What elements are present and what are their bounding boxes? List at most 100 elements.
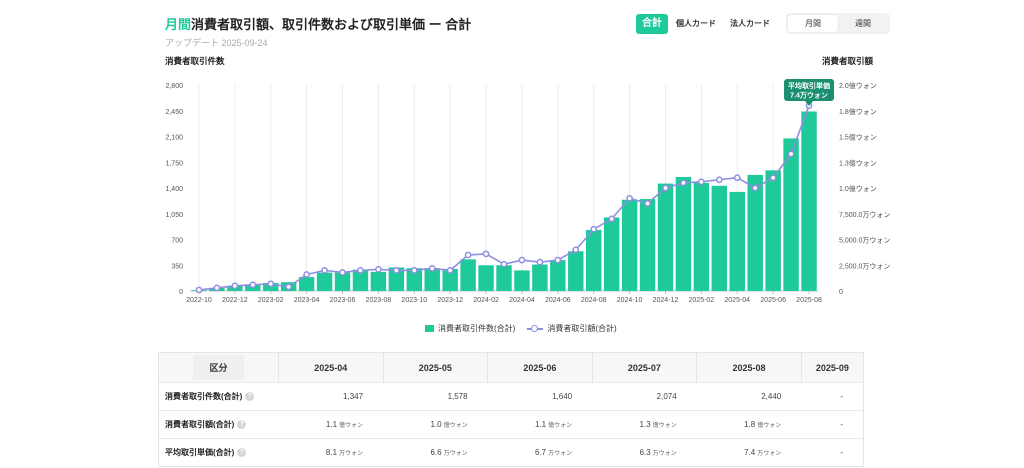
table-corner: 区分 bbox=[158, 352, 279, 383]
bar bbox=[532, 264, 548, 291]
line-point bbox=[751, 184, 759, 192]
title-period: 月間 bbox=[165, 17, 192, 32]
line-point bbox=[303, 271, 310, 278]
line-point bbox=[213, 284, 221, 292]
table-column-header: 2025-07 bbox=[592, 352, 698, 383]
cell-unit: 億ウォン bbox=[548, 423, 573, 429]
x-tick-label: 2025-08 bbox=[796, 297, 822, 304]
cell-unit: 万ウォン bbox=[339, 451, 364, 457]
cell-value: 6.3 bbox=[639, 448, 651, 457]
line-point bbox=[375, 266, 382, 273]
line-point bbox=[500, 260, 508, 268]
bar bbox=[747, 174, 763, 291]
bar bbox=[639, 199, 656, 291]
bar bbox=[442, 268, 458, 291]
cell-unit: 万ウォン bbox=[443, 451, 468, 457]
legend-bar-label[interactable]: 消費者取引件数(合計) bbox=[438, 324, 516, 333]
line-point bbox=[590, 225, 598, 233]
left-tick-label: 1,050 bbox=[165, 212, 183, 219]
x-tick-label: 2024-08 bbox=[581, 297, 607, 304]
row-label-text: 消費者取引件数(合計) bbox=[165, 392, 243, 401]
left-tick-label: 0 bbox=[179, 289, 183, 296]
table-cell: 1.1 億ウォン bbox=[487, 410, 593, 439]
cell-value: 2,440 bbox=[761, 392, 782, 401]
x-tick-label: 2023-06 bbox=[330, 297, 356, 304]
x-tick-label: 2024-04 bbox=[509, 297, 535, 304]
period-monthly-tab[interactable]: 月間 bbox=[788, 15, 838, 32]
x-tick-label: 2024-12 bbox=[653, 297, 679, 304]
left-axis-title: 消費者取引件数 bbox=[165, 56, 225, 66]
right-tick-label: 1.8億ウォン bbox=[839, 107, 877, 116]
x-tick-label: 2023-12 bbox=[437, 297, 463, 304]
cell-value: 6.6 bbox=[430, 448, 442, 457]
line-point bbox=[464, 251, 472, 259]
line-point bbox=[662, 184, 669, 192]
right-tick-label: 1.5億ウォン bbox=[839, 133, 877, 142]
x-tick-label: 2024-06 bbox=[545, 297, 571, 304]
bar bbox=[370, 271, 387, 291]
line-point bbox=[769, 174, 777, 182]
table-cell: 1.3 億ウォン bbox=[592, 410, 697, 439]
period-toggle: 月間 週間 bbox=[786, 13, 890, 34]
bar bbox=[783, 138, 799, 291]
table-cell: 6.3 万ウォン bbox=[592, 438, 697, 467]
x-tick-label: 2024-10 bbox=[617, 297, 643, 304]
left-tick-label: 350 bbox=[171, 263, 183, 270]
cell-value: - bbox=[840, 448, 843, 457]
table-cell: 7.4 万ウォン bbox=[696, 438, 802, 467]
bar bbox=[801, 111, 817, 291]
line-point bbox=[554, 256, 562, 264]
period-weekly-tab[interactable]: 週間 bbox=[855, 19, 871, 28]
help-icon[interactable]: ? bbox=[245, 392, 255, 402]
left-tick-label: 1,400 bbox=[165, 186, 183, 193]
left-tick-label: 700 bbox=[171, 238, 183, 245]
cell-unit: 万ウォン bbox=[757, 451, 782, 457]
annotation-title: 平均取引単価 bbox=[788, 81, 830, 90]
right-tick-label: 5,000.0万ウォン bbox=[839, 237, 890, 245]
help-icon[interactable]: ? bbox=[237, 448, 247, 458]
right-axis-title: 消費者取引額 bbox=[822, 56, 874, 66]
left-tick-label: 2,450 bbox=[165, 109, 183, 116]
table-cell: - bbox=[801, 438, 864, 467]
table-cell: 1,640 bbox=[487, 382, 593, 411]
line-point bbox=[626, 194, 633, 202]
bar bbox=[496, 265, 512, 291]
bar bbox=[765, 170, 781, 291]
x-tick-label: 2023-04 bbox=[294, 297, 320, 304]
table-cell: 6.7 万ウォン bbox=[487, 438, 593, 467]
filter-corporate-card-button[interactable]: 法人カード bbox=[730, 18, 770, 28]
bar bbox=[585, 229, 602, 291]
bar bbox=[334, 272, 351, 291]
table-cell: 1.8 億ウォン bbox=[696, 410, 802, 439]
annotation-pointer bbox=[805, 101, 814, 106]
right-tick-label: 2,500.0万ウォン bbox=[839, 262, 890, 270]
line-point bbox=[231, 282, 239, 290]
table-column-header: 2025-06 bbox=[487, 352, 593, 383]
bar bbox=[388, 267, 405, 291]
line-point bbox=[321, 267, 328, 274]
row-label: 平均取引単価(合計)? bbox=[158, 438, 279, 467]
table-row: 消費者取引件数(合計)? 1,347 1,578 1,640 2,074 2,440 - bbox=[158, 382, 864, 411]
legend-line-label[interactable]: 消費者取引額(合計) bbox=[547, 324, 617, 333]
line-point bbox=[392, 267, 400, 274]
help-icon[interactable]: ? bbox=[237, 420, 247, 430]
filter-personal-card-button[interactable]: 個人カード bbox=[676, 18, 716, 28]
cell-unit: 億ウォン bbox=[757, 423, 782, 429]
line-point bbox=[644, 200, 651, 207]
table-row: 平均取引単価(合計)? 8.1 万ウォン 6.6 万ウォン 6.7 万ウォン 6.3 万ウォン 7… bbox=[158, 438, 864, 467]
cell-value: 1.1 bbox=[325, 420, 338, 429]
bar bbox=[298, 277, 315, 291]
x-tick-label: 2024-02 bbox=[473, 297, 499, 304]
line-point bbox=[715, 176, 723, 184]
cell-unit: 億ウォン bbox=[443, 423, 468, 429]
line-point bbox=[285, 283, 293, 291]
line-point bbox=[249, 281, 257, 289]
table-column-header: 2025-08 bbox=[696, 352, 802, 383]
cell-value: - bbox=[840, 420, 843, 429]
page-title: 月間消費者取引額、取引件数および取引単価 ー 合計 bbox=[165, 14, 471, 33]
bar bbox=[621, 199, 638, 291]
filter-total-button[interactable]: 合計 bbox=[636, 13, 668, 34]
table-corner-label: 区分 bbox=[193, 355, 244, 380]
bar bbox=[729, 191, 745, 291]
chart-header: 月間消費者取引額、取引件数および取引単価 ー 合計 アップデート 2025-09… bbox=[165, 14, 471, 49]
